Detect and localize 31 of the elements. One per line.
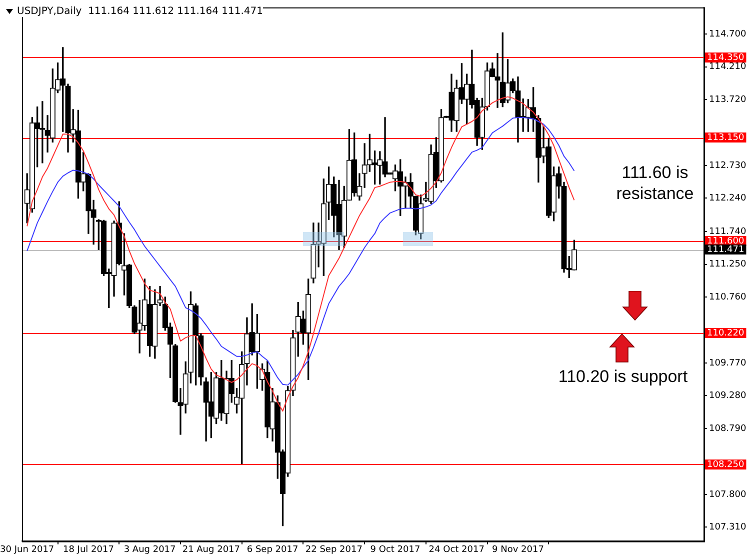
x-tick-label: 3 Aug 2017 bbox=[124, 544, 176, 555]
y-tick-label: 111.250 bbox=[709, 260, 746, 270]
ref-line-label: 111.471 bbox=[707, 244, 744, 255]
annotation: 110.20 is support bbox=[557, 366, 689, 387]
y-tick-label: 108.790 bbox=[709, 424, 746, 434]
x-tick-label: 9 Oct 2017 bbox=[370, 544, 420, 555]
x-tick-label: 24 Oct 2017 bbox=[428, 544, 484, 555]
x-tick-label: 22 Sep 2017 bbox=[305, 544, 362, 555]
y-tick-label: 110.760 bbox=[709, 292, 746, 302]
x-tick-label: 6 Sep 2017 bbox=[246, 544, 298, 555]
x-tick-label: 9 Nov 2017 bbox=[492, 544, 544, 555]
y-tick-label: 113.720 bbox=[709, 94, 746, 105]
ref-line-label: 114.350 bbox=[707, 52, 744, 63]
y-tick-label: 114.700 bbox=[709, 29, 746, 40]
ref-line-label: 110.220 bbox=[707, 328, 744, 338]
y-tick-label: 107.800 bbox=[709, 490, 746, 500]
y-tick-label: 111.740 bbox=[709, 226, 746, 237]
x-tick-label: 30 Jun 2017 bbox=[0, 544, 54, 555]
y-tick-label: 112.240 bbox=[709, 194, 746, 204]
y-tick-label: 112.730 bbox=[709, 160, 746, 171]
y-tick-label: 114.210 bbox=[709, 62, 746, 72]
y-tick-label: 107.310 bbox=[709, 522, 746, 533]
y-tick-label: 109.280 bbox=[709, 391, 746, 402]
ref-line-label: 108.250 bbox=[707, 460, 744, 470]
ref-line-label: 111.600 bbox=[707, 236, 744, 246]
x-tick-label: 21 Aug 2017 bbox=[182, 544, 240, 555]
x-tick-label: 18 Jul 2017 bbox=[62, 544, 114, 555]
ref-line-label: 113.150 bbox=[707, 132, 744, 143]
chart-title: USDJPY,Daily 111.164 111.612 111.164 111.471 bbox=[17, 6, 264, 17]
text: 111.60 is resistance bbox=[616, 163, 694, 203]
y-tick-label: 109.770 bbox=[709, 358, 746, 368]
